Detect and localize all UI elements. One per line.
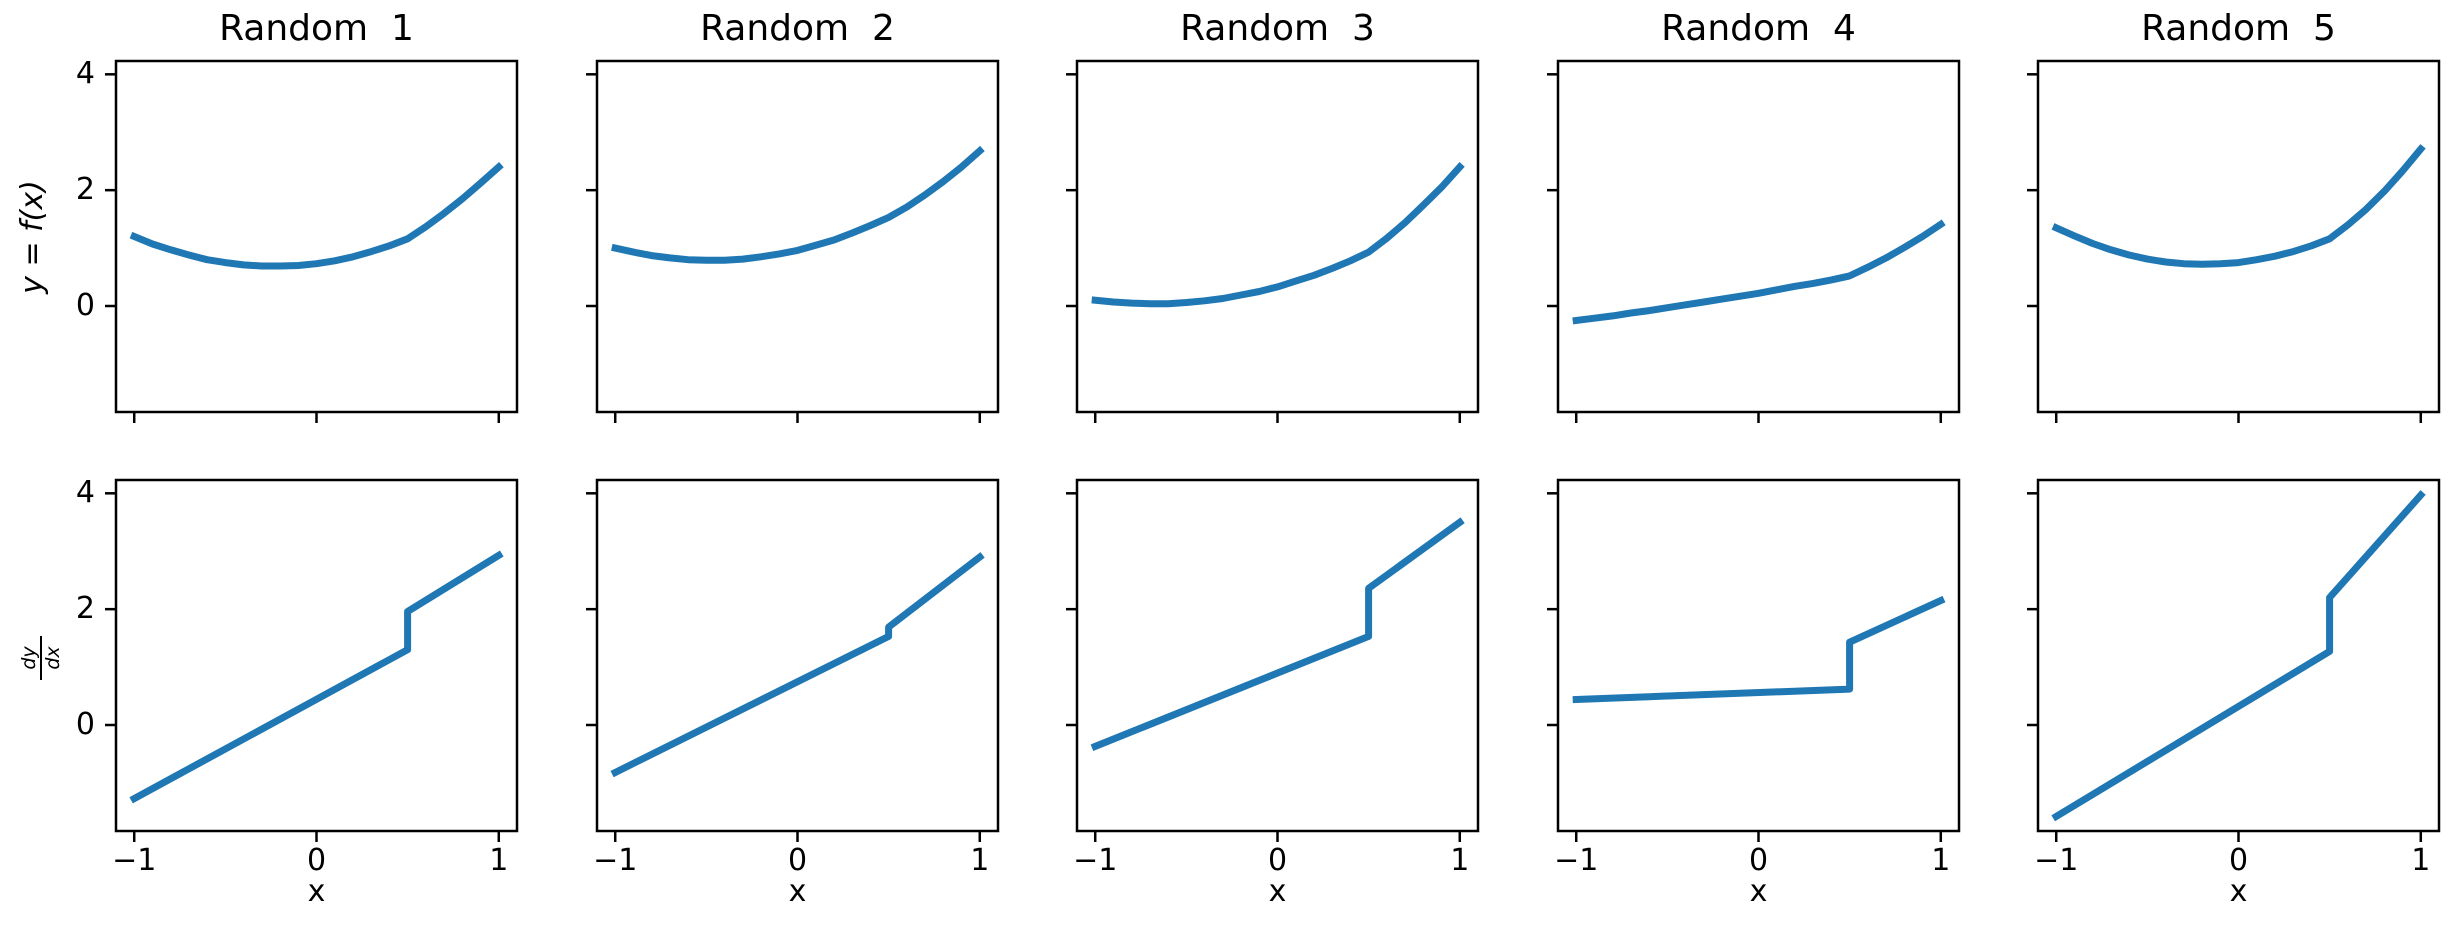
subplot-title-random-3: Random 3	[1180, 8, 1375, 49]
y-tick-label: 0	[75, 288, 95, 323]
subplot-f-random-2	[586, 59, 1000, 423]
x-tick-label: 0	[1748, 843, 1769, 878]
x-tick-label: −1	[1073, 843, 1118, 878]
dydx-numerator: dy	[18, 646, 40, 670]
x-tick-label: 1	[1450, 843, 1470, 878]
x-axis-label-1: x	[307, 874, 326, 909]
x-tick-label: 1	[489, 843, 509, 878]
dydx-denominator: dx	[42, 646, 64, 670]
subplot-title-random-1: Random 1	[219, 8, 414, 49]
subplot-dfdx-random-1	[105, 478, 519, 842]
subplot-f-random-4	[1547, 59, 1961, 423]
x-tick-label: 0	[1267, 843, 1288, 878]
subplot-title-random-2: Random 2	[700, 8, 895, 49]
x-tick-label: 0	[306, 843, 327, 878]
x-tick-label: 0	[787, 843, 808, 878]
x-axis-label-3: x	[1268, 874, 1287, 909]
x-tick-label: −1	[112, 843, 157, 878]
x-tick-label: 1	[2411, 843, 2431, 878]
y-tick-label: 4	[75, 475, 95, 511]
x-axis-label-2: x	[788, 874, 807, 909]
y-tick-label: 0	[75, 707, 95, 742]
subplot-title-random-4: Random 4	[1661, 8, 1856, 49]
y-tick-label: 4	[75, 56, 95, 92]
x-tick-label: 1	[970, 843, 990, 878]
y-tick-label: 2	[75, 591, 95, 627]
subplot-f-random-5	[2027, 59, 2441, 423]
x-axis-label-5: x	[2229, 874, 2248, 909]
subplot-f-random-3	[1066, 59, 1480, 423]
x-tick-label: 0	[2228, 843, 2249, 878]
x-tick-label: 1	[1931, 843, 1951, 878]
x-tick-label: −1	[593, 843, 638, 878]
y-axis-label-dydx: dy dx	[18, 636, 64, 680]
subplot-dfdx-random-4	[1547, 478, 1961, 842]
subplot-f-random-1	[105, 59, 519, 423]
x-axis-label-4: x	[1749, 874, 1768, 909]
subplot-dfdx-random-3	[1066, 478, 1480, 842]
subplot-dfdx-random-5	[2027, 478, 2441, 842]
x-tick-label: −1	[1554, 843, 1599, 878]
y-tick-label: 2	[75, 172, 95, 208]
subplot-title-random-5: Random 5	[2141, 8, 2336, 49]
subplot-dfdx-random-2	[586, 478, 1000, 842]
x-tick-label: −1	[2034, 843, 2079, 878]
